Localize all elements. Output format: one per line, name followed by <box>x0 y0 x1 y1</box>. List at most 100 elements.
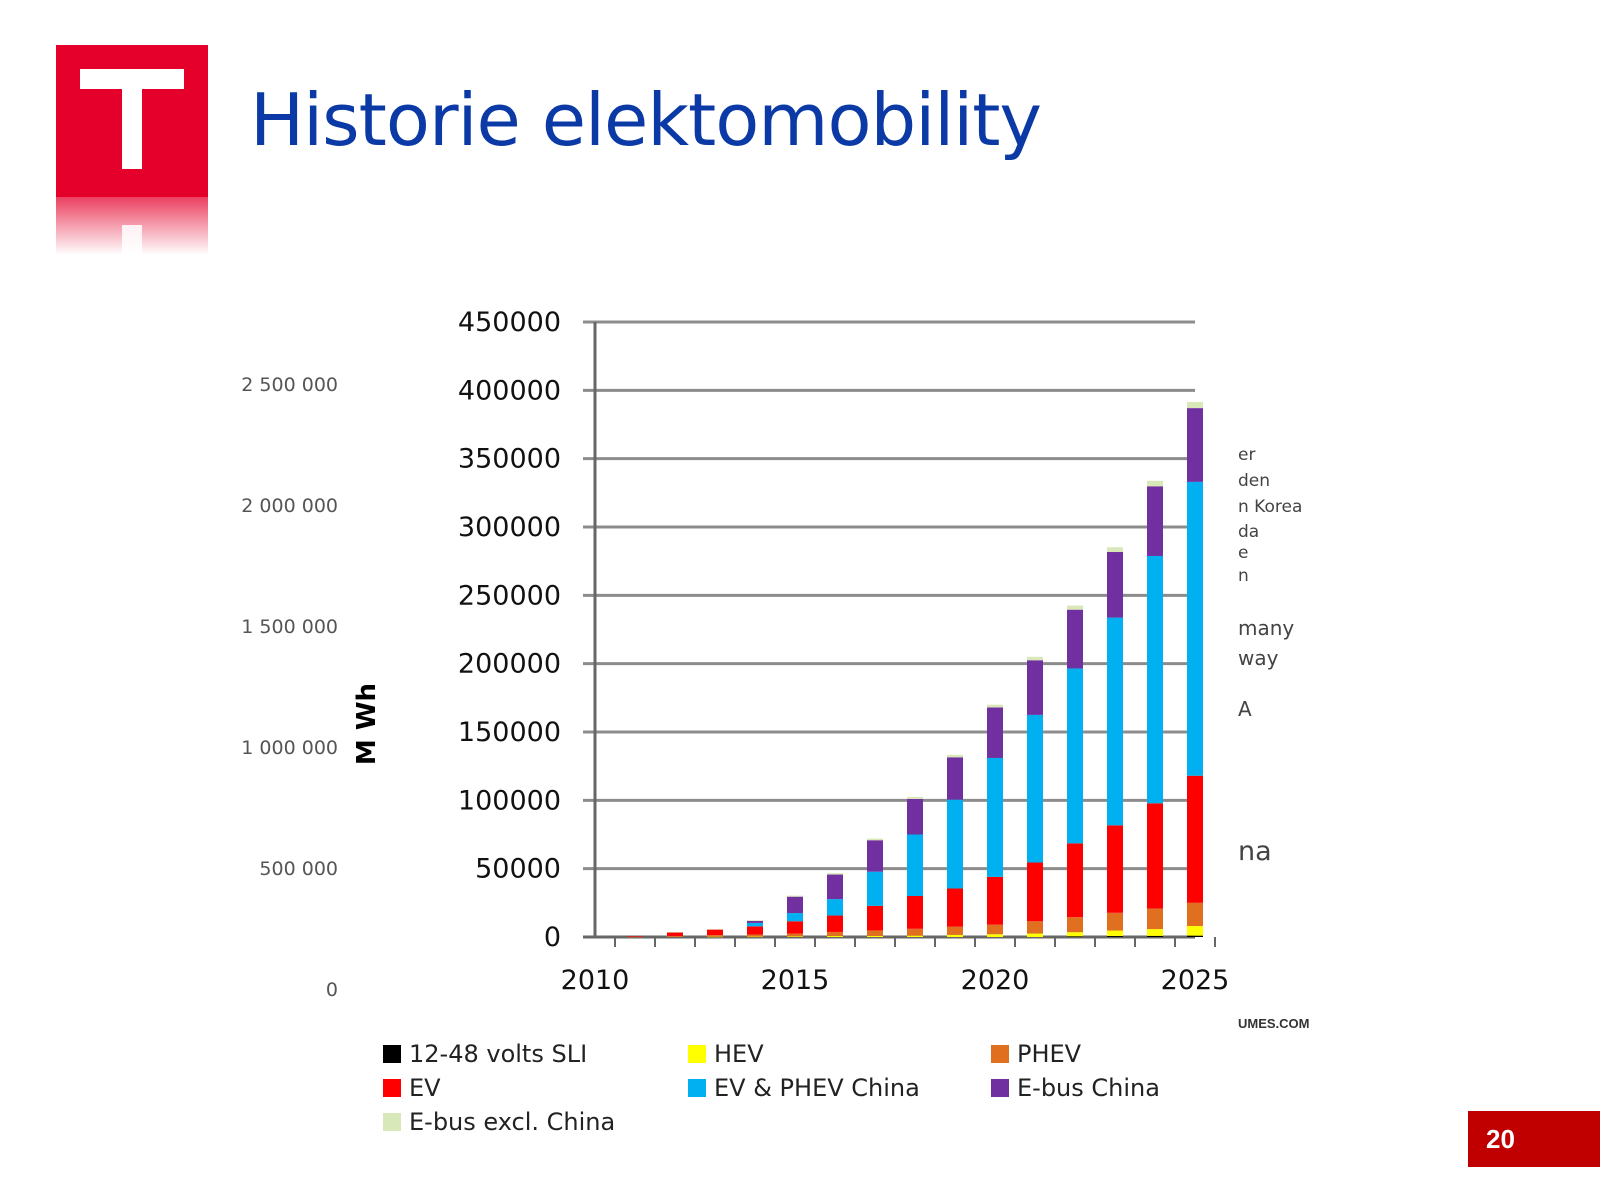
bar-segment <box>907 928 923 936</box>
bar-segment <box>1187 775 1203 903</box>
bar-segment <box>747 920 763 921</box>
bar-segment <box>907 896 923 929</box>
background-axis-tick: 1 000 000 <box>241 737 338 759</box>
legend-swatch <box>383 1079 401 1097</box>
battery-demand-chart: 0 50000 100000 150000 200000 250000 300000 3500… <box>352 307 1229 996</box>
legend-label: E-bus China <box>1017 1074 1160 1102</box>
bar-segment <box>1147 486 1163 556</box>
bar-segment <box>667 935 683 937</box>
bar-segment <box>1027 862 1043 922</box>
bar-segment <box>947 888 963 927</box>
legend-item-hev: HEV <box>688 1040 764 1068</box>
bar-segment <box>1067 936 1083 937</box>
bar-segment <box>987 924 1003 935</box>
bar-segment <box>627 936 643 937</box>
bar-segment <box>707 935 723 937</box>
legend-swatch <box>991 1045 1009 1063</box>
legend-item-ev-phev-china: EV & PHEV China <box>688 1074 920 1102</box>
source-credit: UMES.COM <box>1238 1016 1310 1031</box>
bar-segment <box>827 931 843 937</box>
legend-item-phev: PHEV <box>991 1040 1081 1068</box>
bar-segment <box>1107 552 1123 618</box>
bar-segment <box>1067 609 1083 669</box>
bar-segment <box>1187 935 1203 937</box>
bar-segment <box>1067 932 1083 937</box>
bar-segment <box>747 934 763 937</box>
background-axis-tick: 2 500 000 <box>241 374 338 396</box>
background-legend-fragment: na <box>1238 836 1272 867</box>
bar-segment <box>1107 930 1123 937</box>
x-tick-label: 2010 <box>561 965 630 996</box>
bar-segment <box>947 757 963 800</box>
bar-segment <box>907 798 923 835</box>
bar-segment <box>1147 935 1163 937</box>
bar-segment <box>1067 668 1083 844</box>
bar-segment <box>707 929 723 930</box>
bar-segment <box>667 932 683 936</box>
bar-segment <box>907 796 923 799</box>
chart-legend: 12-48 volts SLI HEV PHEV EV EV & PHEV Ch… <box>383 1040 1283 1150</box>
bar-segment <box>1147 555 1163 804</box>
y-tick-label: 200000 <box>458 649 561 680</box>
bar-segment <box>1027 921 1043 934</box>
bar-segment <box>747 922 763 927</box>
bar-segment <box>1067 843 1083 918</box>
bar-segment <box>747 926 763 935</box>
background-legend-fragment: A <box>1238 697 1252 721</box>
legend-swatch <box>688 1079 706 1097</box>
bar-segment <box>1147 908 1163 930</box>
y-tick-label: 250000 <box>458 580 561 611</box>
slide-title: Historie elektomobility <box>250 78 1042 162</box>
background-legend-fragment: da <box>1238 522 1260 542</box>
bar-segment <box>867 871 883 906</box>
bar-segment <box>987 704 1003 708</box>
background-axis-tick: 2 000 000 <box>241 495 338 517</box>
bar-segment <box>867 840 883 872</box>
page-number-badge: 20 <box>1468 1111 1600 1167</box>
page-number: 20 <box>1486 1124 1515 1154</box>
legend-swatch <box>991 1079 1009 1097</box>
bar-segment <box>947 799 963 889</box>
bar-segment <box>1107 547 1123 553</box>
legend-swatch <box>383 1113 401 1131</box>
legend-label: E-bus excl. China <box>409 1108 616 1136</box>
bar-segment <box>747 920 763 923</box>
bar-segment <box>1107 936 1123 937</box>
background-axis-tick: 500 000 <box>259 858 338 880</box>
background-legend-fragment: er <box>1238 445 1256 465</box>
y-tick-label: 50000 <box>475 854 561 885</box>
bar-segment <box>1067 917 1083 933</box>
legend-label: EV <box>409 1074 441 1102</box>
bar-segment <box>667 932 683 933</box>
bar-segment <box>1187 408 1203 482</box>
y-tick-label: 100000 <box>458 785 561 816</box>
university-logo <box>56 45 208 255</box>
legend-swatch <box>383 1045 401 1063</box>
bar-segment <box>867 930 883 936</box>
bar-segment <box>1027 660 1043 715</box>
bar-segment <box>1027 714 1043 863</box>
bar-segment <box>947 926 963 935</box>
bar-segment <box>787 895 803 897</box>
bar-segment <box>827 936 843 937</box>
bar-segment <box>1187 926 1203 936</box>
bar-segment <box>827 915 843 932</box>
background-legend-fragment: way <box>1238 646 1279 670</box>
bar-segment <box>1107 617 1123 826</box>
bar-segment <box>787 913 803 922</box>
bar-segment <box>947 934 963 937</box>
bar-segment <box>987 876 1003 925</box>
x-tick-label: 2015 <box>761 965 830 996</box>
bar-segment <box>747 936 763 938</box>
background-legend-fragment: e <box>1238 543 1249 563</box>
bar-segment <box>1147 480 1163 487</box>
bar-segment <box>907 935 923 937</box>
bar-segment <box>827 899 843 916</box>
bar-segment <box>707 936 723 938</box>
bar-segment <box>867 905 883 931</box>
background-axis-tick: 0 <box>325 979 338 1001</box>
bar-segment <box>1107 912 1123 931</box>
legend-label: HEV <box>714 1040 764 1068</box>
legend-item-ev: EV <box>383 1074 441 1102</box>
legend-label: 12-48 volts SLI <box>409 1040 588 1068</box>
